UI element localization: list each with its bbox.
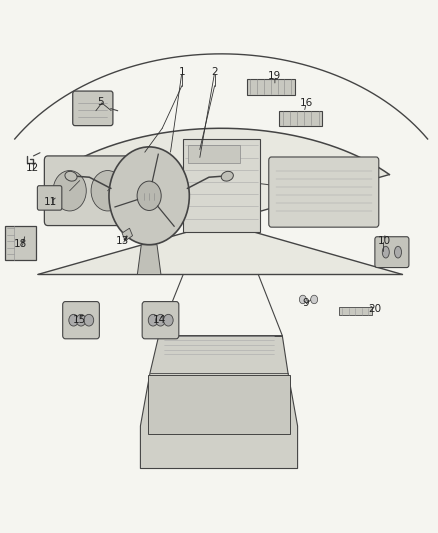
Text: 20: 20 bbox=[369, 304, 382, 314]
Circle shape bbox=[148, 314, 158, 326]
Circle shape bbox=[69, 314, 78, 326]
Text: 10: 10 bbox=[378, 236, 391, 246]
Circle shape bbox=[163, 314, 173, 326]
Text: 14: 14 bbox=[152, 314, 166, 325]
Circle shape bbox=[109, 147, 189, 245]
Ellipse shape bbox=[221, 171, 233, 181]
FancyBboxPatch shape bbox=[37, 185, 62, 210]
Circle shape bbox=[53, 171, 86, 211]
Text: 11: 11 bbox=[44, 197, 57, 207]
Circle shape bbox=[155, 314, 165, 326]
FancyBboxPatch shape bbox=[142, 302, 179, 339]
Text: 5: 5 bbox=[97, 96, 103, 107]
FancyBboxPatch shape bbox=[375, 237, 409, 268]
FancyBboxPatch shape bbox=[63, 302, 99, 339]
Circle shape bbox=[91, 171, 124, 211]
FancyBboxPatch shape bbox=[279, 111, 322, 126]
Ellipse shape bbox=[65, 171, 77, 181]
FancyBboxPatch shape bbox=[247, 79, 294, 95]
Text: 16: 16 bbox=[300, 98, 313, 108]
FancyBboxPatch shape bbox=[339, 308, 372, 316]
Circle shape bbox=[311, 295, 318, 304]
FancyBboxPatch shape bbox=[148, 375, 290, 434]
Circle shape bbox=[137, 181, 161, 211]
Text: 18: 18 bbox=[14, 239, 27, 249]
FancyBboxPatch shape bbox=[187, 146, 240, 163]
FancyBboxPatch shape bbox=[269, 157, 379, 227]
FancyBboxPatch shape bbox=[73, 91, 113, 126]
Polygon shape bbox=[38, 128, 403, 274]
Ellipse shape bbox=[382, 246, 389, 258]
Polygon shape bbox=[122, 228, 133, 241]
Text: 19: 19 bbox=[268, 71, 282, 81]
FancyBboxPatch shape bbox=[5, 225, 35, 260]
Text: 15: 15 bbox=[73, 314, 86, 325]
Ellipse shape bbox=[395, 246, 402, 258]
Text: 12: 12 bbox=[25, 163, 39, 173]
Text: 2: 2 bbox=[211, 68, 218, 77]
Circle shape bbox=[299, 295, 306, 304]
FancyBboxPatch shape bbox=[183, 139, 260, 232]
FancyBboxPatch shape bbox=[44, 156, 137, 225]
Circle shape bbox=[76, 314, 86, 326]
Text: 13: 13 bbox=[116, 236, 129, 246]
Polygon shape bbox=[141, 336, 297, 469]
Text: 9: 9 bbox=[302, 297, 309, 308]
Circle shape bbox=[84, 314, 94, 326]
Text: 1: 1 bbox=[179, 68, 185, 77]
Polygon shape bbox=[138, 245, 161, 274]
